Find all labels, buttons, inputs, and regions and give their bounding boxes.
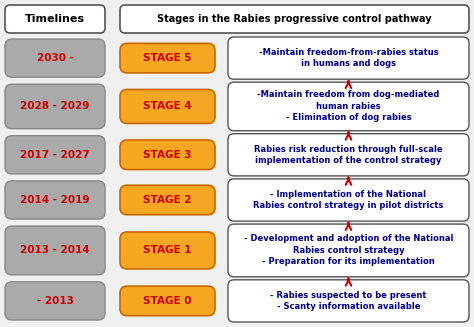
Text: - Implementation of the National
Rabies control strategy in pilot districts: - Implementation of the National Rabies …	[253, 190, 444, 210]
Text: STAGE 4: STAGE 4	[143, 101, 192, 112]
FancyBboxPatch shape	[120, 232, 215, 269]
Text: STAGE 0: STAGE 0	[143, 296, 192, 306]
FancyBboxPatch shape	[120, 185, 215, 215]
Text: - Development and adoption of the National
Rabies control strategy
- Preparation: - Development and adoption of the Nation…	[244, 234, 453, 267]
FancyBboxPatch shape	[5, 226, 105, 275]
FancyBboxPatch shape	[5, 5, 105, 33]
FancyBboxPatch shape	[5, 136, 105, 174]
Text: 2028 - 2029: 2028 - 2029	[20, 101, 90, 112]
FancyBboxPatch shape	[228, 134, 469, 176]
FancyBboxPatch shape	[228, 82, 469, 131]
FancyBboxPatch shape	[5, 181, 105, 219]
FancyBboxPatch shape	[5, 39, 105, 77]
Text: STAGE 3: STAGE 3	[143, 150, 192, 160]
FancyBboxPatch shape	[120, 43, 215, 73]
FancyBboxPatch shape	[228, 280, 469, 322]
Text: Stages in the Rabies progressive control pathway: Stages in the Rabies progressive control…	[157, 14, 432, 24]
Text: Timelines: Timelines	[25, 14, 85, 24]
Text: STAGE 1: STAGE 1	[143, 246, 192, 255]
Text: - 2013: - 2013	[36, 296, 73, 306]
Text: - Rabies suspected to be present
- Scanty information available: - Rabies suspected to be present - Scant…	[270, 291, 427, 311]
Text: 2013 - 2014: 2013 - 2014	[20, 246, 90, 255]
Text: -Maintain freedom from dog-mediated
human rabies
- Elimination of dog rabies: -Maintain freedom from dog-mediated huma…	[257, 91, 440, 122]
Text: STAGE 5: STAGE 5	[143, 53, 192, 63]
FancyBboxPatch shape	[5, 84, 105, 129]
Text: STAGE 2: STAGE 2	[143, 195, 192, 205]
FancyBboxPatch shape	[228, 37, 469, 79]
FancyBboxPatch shape	[120, 90, 215, 123]
Text: 2014 - 2019: 2014 - 2019	[20, 195, 90, 205]
Text: 2030 -: 2030 -	[36, 53, 73, 63]
FancyBboxPatch shape	[228, 179, 469, 221]
Text: Rabies risk reduction through full-scale
implementation of the control strategy: Rabies risk reduction through full-scale…	[254, 145, 443, 165]
FancyBboxPatch shape	[5, 282, 105, 320]
FancyBboxPatch shape	[120, 286, 215, 316]
FancyBboxPatch shape	[120, 140, 215, 170]
Text: 2017 - 2027: 2017 - 2027	[20, 150, 90, 160]
FancyBboxPatch shape	[120, 5, 469, 33]
FancyBboxPatch shape	[228, 224, 469, 277]
Text: -Maintain freedom-from-rabies status
in humans and dogs: -Maintain freedom-from-rabies status in …	[259, 48, 438, 68]
